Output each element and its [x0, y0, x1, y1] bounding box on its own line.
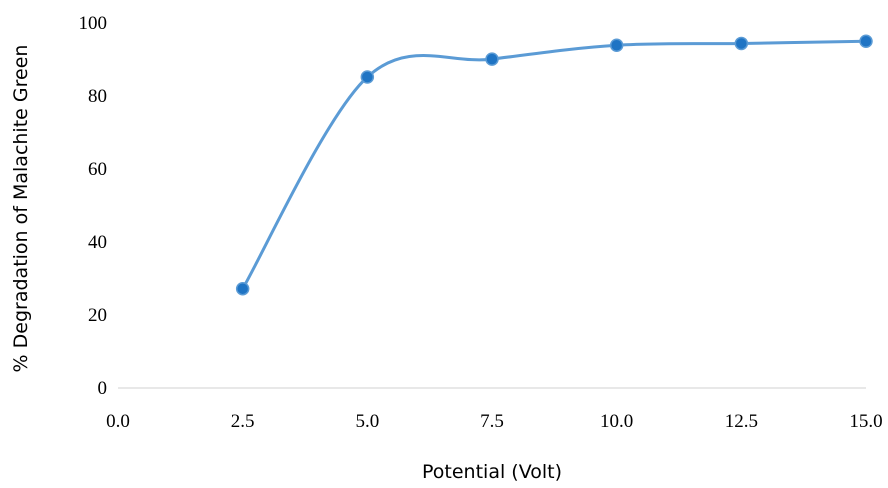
data-point: [734, 36, 749, 51]
y-tick-labels: 0 20 40 60 80 100: [79, 13, 108, 399]
x-axis-title: Potential (Volt): [422, 461, 562, 483]
data-point: [235, 281, 250, 296]
data-point: [609, 38, 624, 53]
y-axis-title: % Degradation of Malachite Green: [10, 45, 32, 373]
y-tick-label: 0: [98, 378, 108, 399]
x-tick-label: 7.5: [480, 411, 504, 432]
x-tick-labels: 0.0 2.5 5.0 7.5 10.0 12.5 15.0: [106, 411, 883, 432]
x-tick-label: 2.5: [231, 411, 255, 432]
x-tick-label: 10.0: [600, 411, 633, 432]
x-tick-label: 0.0: [106, 411, 130, 432]
y-tick-label: 20: [88, 305, 107, 326]
data-point: [360, 70, 375, 84]
x-tick-label: 12.5: [725, 411, 758, 432]
y-tick-label: 80: [88, 86, 107, 107]
data-point: [485, 52, 499, 66]
y-tick-label: 60: [88, 159, 107, 180]
series-line: [241, 39, 867, 290]
y-tick-label: 40: [88, 232, 107, 253]
x-tick-label: 15.0: [849, 411, 882, 432]
x-tick-label: 5.0: [355, 411, 379, 432]
data-points: [235, 34, 873, 296]
data-point: [859, 34, 873, 48]
y-tick-label: 100: [79, 13, 108, 34]
